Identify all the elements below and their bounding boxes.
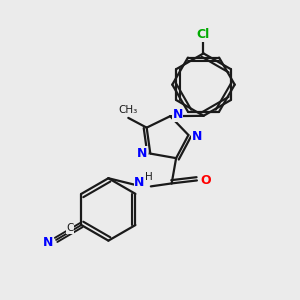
Text: Cl: Cl — [197, 28, 210, 41]
Text: N: N — [137, 147, 147, 160]
Text: N: N — [134, 176, 145, 189]
Text: N: N — [43, 236, 53, 249]
Text: CH₃: CH₃ — [119, 105, 138, 116]
Text: N: N — [172, 108, 183, 121]
Text: O: O — [200, 174, 211, 187]
Text: N: N — [192, 130, 202, 143]
Text: C: C — [67, 223, 74, 233]
Text: H: H — [146, 172, 153, 182]
